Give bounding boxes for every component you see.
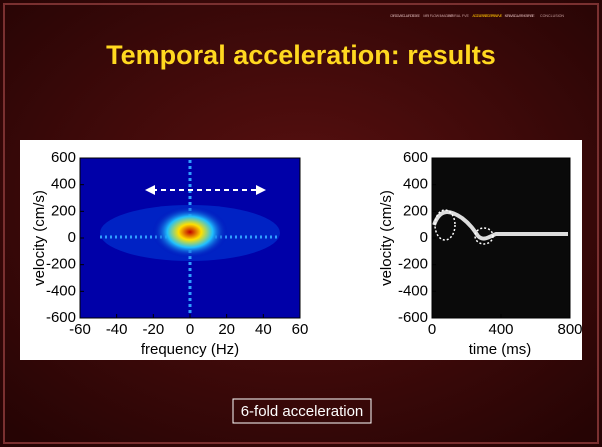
x-tick-label: 0 <box>186 321 194 338</box>
y-tick-label: -200 <box>46 256 76 273</box>
nav-item: ACCELERATED SPIRAL FVE <box>472 14 503 18</box>
spectrum-image <box>80 158 300 318</box>
nav-item: SPIRAL FVE <box>448 14 469 18</box>
y-tick-label: 0 <box>68 229 76 246</box>
x-axis-label: frequency (Hz) <box>141 341 239 358</box>
y-tick-label: -600 <box>46 309 76 326</box>
trace-image <box>432 158 570 318</box>
x-tick-label: 0 <box>428 321 436 338</box>
y-tick-label: 0 <box>420 229 428 246</box>
x-tick-label: 20 <box>218 321 235 338</box>
y-axis-label: velocity (cm/s) <box>378 190 395 286</box>
x-tick-label: -20 <box>142 321 164 338</box>
nav-item: CONCLUSION <box>540 14 564 18</box>
y-tick-label: 600 <box>51 149 76 166</box>
caption: 6-fold acceleration <box>241 403 364 420</box>
nav-bar: CARDIOVASCULAR DISEASE MRI FLOW IMAGINGSP… <box>390 14 564 18</box>
y-tick-label: -400 <box>46 282 76 299</box>
y-tick-label: 400 <box>51 176 76 193</box>
x-tick-label: 40 <box>255 321 272 338</box>
x-tick-label: -40 <box>106 321 128 338</box>
x-tick-label: 800 <box>557 321 582 338</box>
y-tick-label: -200 <box>398 256 428 273</box>
caption-box <box>232 398 372 424</box>
y-tick-label: 400 <box>403 176 428 193</box>
nav-item: MRI FLOW IMAGING <box>423 14 453 18</box>
nav-item: CARDIOVASCULAR DISEASE <box>390 14 421 18</box>
y-tick-label: 600 <box>403 149 428 166</box>
y-tick-label: 200 <box>403 202 428 219</box>
x-tick-label: -60 <box>69 321 91 338</box>
y-tick-label: 200 <box>51 202 76 219</box>
y-axis-label: velocity (cm/s) <box>31 190 48 286</box>
x-axis-label: time (ms) <box>469 341 532 358</box>
slide-border <box>3 3 599 444</box>
x-tick-label: 400 <box>488 321 513 338</box>
y-tick-label: -400 <box>398 282 428 299</box>
slide-title: Temporal acceleration: results <box>106 40 496 70</box>
y-tick-label: -600 <box>398 309 428 326</box>
x-tick-label: 60 <box>292 321 309 338</box>
nav-item: INTRAVASCULAR SHEAR RATE <box>505 14 536 18</box>
